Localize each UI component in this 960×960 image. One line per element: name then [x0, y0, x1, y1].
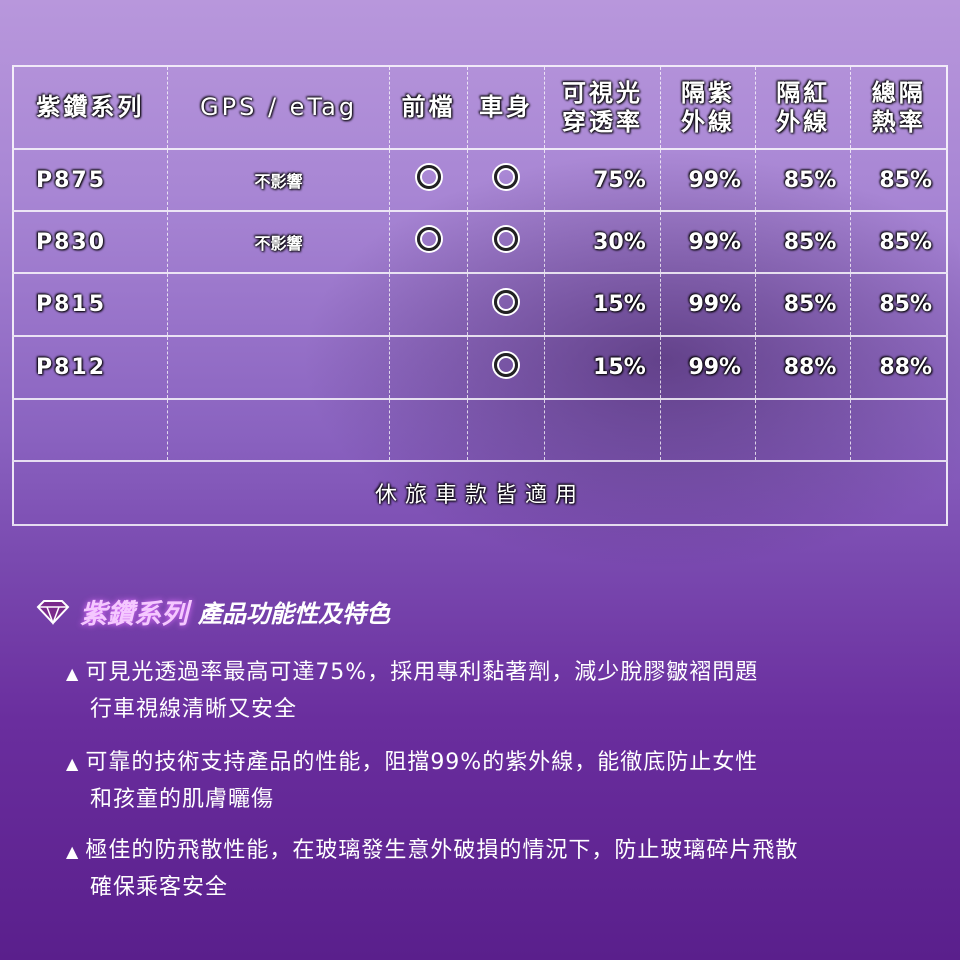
header-gps: GPS / eTag — [166, 65, 391, 150]
body-cell — [466, 210, 546, 274]
feature-line: 和孩童的肌膚曬傷 — [90, 787, 275, 812]
front-cell — [389, 272, 468, 337]
heat-cell: 85% — [850, 272, 948, 337]
features-title-rest: 產品功能性及特色 — [198, 600, 390, 628]
gps-cell: 不影響 — [166, 148, 391, 212]
footer-row: 休旅車款皆適用 — [12, 460, 948, 526]
features-title: 紫鑽系列 產品功能性及特色 — [36, 592, 390, 631]
header-heat: 總隔 熱率 — [850, 65, 948, 150]
table-header-row: 紫鑽系列 GPS / eTag 前檔 車身 可視光 穿透率 隔紫 外線 隔紅 外… — [12, 65, 948, 150]
vlt-cell: 15% — [544, 272, 661, 337]
table-row: P875 不影響 75% 99% 85% 85% — [12, 148, 948, 212]
circle-mark-icon — [416, 165, 441, 189]
header-ir: 隔紅 外線 — [755, 65, 852, 150]
empty-row — [12, 398, 948, 462]
triangle-bullet-icon: ▲ — [66, 754, 80, 773]
header-vlt: 可視光 穿透率 — [544, 65, 661, 150]
vlt-cell: 75% — [544, 148, 661, 212]
triangle-bullet-icon: ▲ — [66, 842, 80, 861]
table-row: P830 不影響 30% 99% 85% 85% — [12, 210, 948, 274]
table-row: P812 15% 99% 88% 88% — [12, 335, 948, 400]
circle-mark-icon — [494, 227, 519, 251]
feature-line: 行車視線清晰又安全 — [90, 697, 298, 722]
model-cell: P830 — [12, 210, 168, 274]
body-cell — [466, 148, 546, 212]
body-cell — [466, 272, 546, 337]
body-cell — [466, 335, 546, 400]
uv-cell: 99% — [659, 272, 757, 337]
header-uv: 隔紫 外線 — [659, 65, 757, 150]
circle-mark-icon — [494, 289, 519, 314]
model-cell: P815 — [12, 272, 168, 337]
ir-cell: 85% — [755, 210, 852, 274]
feature-line: 確保乘客安全 — [90, 875, 229, 900]
front-cell — [389, 210, 468, 274]
triangle-bullet-icon: ▲ — [66, 664, 80, 683]
uv-cell: 99% — [659, 210, 757, 274]
feature-item: ▲ 可見光透過率最高可達75%，採用專利黏著劑，減少脫膠皺褶問題行車視線清晰又安全 — [66, 655, 758, 728]
feature-line: 可靠的技術支持產品的性能，阻擋99%的紫外線，能徹底防止女性 — [85, 750, 759, 775]
footer-note: 休旅車款皆適用 — [12, 460, 948, 526]
ir-cell: 85% — [755, 148, 852, 212]
gps-cell: 不影響 — [166, 210, 391, 274]
header-body: 車身 — [466, 65, 546, 150]
gps-cell — [166, 272, 391, 337]
features-title-highlight: 紫鑽系列 — [80, 599, 188, 630]
feature-line: 可見光透過率最高可達75%，採用專利黏著劑，減少脫膠皺褶問題 — [85, 660, 759, 685]
feature-line: 極佳的防飛散性能，在玻璃發生意外破損的情況下，防止玻璃碎片飛散 — [85, 838, 799, 863]
spec-table: 紫鑽系列 GPS / eTag 前檔 車身 可視光 穿透率 隔紫 外線 隔紅 外… — [12, 65, 948, 526]
vlt-cell: 30% — [544, 210, 661, 274]
front-cell — [389, 148, 468, 212]
heat-cell: 88% — [850, 335, 948, 400]
gps-cell — [166, 335, 391, 400]
vlt-cell: 15% — [544, 335, 661, 400]
front-cell — [389, 335, 468, 400]
circle-mark-icon — [416, 227, 441, 251]
circle-mark-icon — [494, 352, 519, 377]
heat-cell: 85% — [850, 210, 948, 274]
uv-cell: 99% — [659, 335, 757, 400]
table-row: P815 15% 99% 85% 85% — [12, 272, 948, 337]
ir-cell: 85% — [755, 272, 852, 337]
header-series: 紫鑽系列 — [12, 65, 168, 150]
heat-cell: 85% — [850, 148, 948, 212]
feature-item: ▲ 可靠的技術支持產品的性能，阻擋99%的紫外線，能徹底防止女性和孩童的肌膚曬傷 — [66, 745, 758, 818]
model-cell: P812 — [12, 335, 168, 400]
header-front: 前檔 — [389, 65, 468, 150]
feature-item: ▲ 極佳的防飛散性能，在玻璃發生意外破損的情況下，防止玻璃碎片飛散確保乘客安全 — [66, 833, 798, 906]
diamond-icon — [36, 599, 70, 625]
model-cell: P875 — [12, 148, 168, 212]
ir-cell: 88% — [755, 335, 852, 400]
uv-cell: 99% — [659, 148, 757, 212]
circle-mark-icon — [494, 165, 519, 189]
